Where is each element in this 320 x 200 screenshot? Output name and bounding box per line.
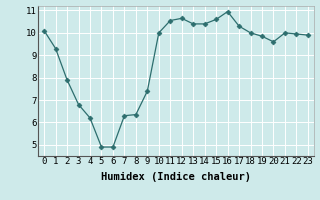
X-axis label: Humidex (Indice chaleur): Humidex (Indice chaleur) xyxy=(101,172,251,182)
